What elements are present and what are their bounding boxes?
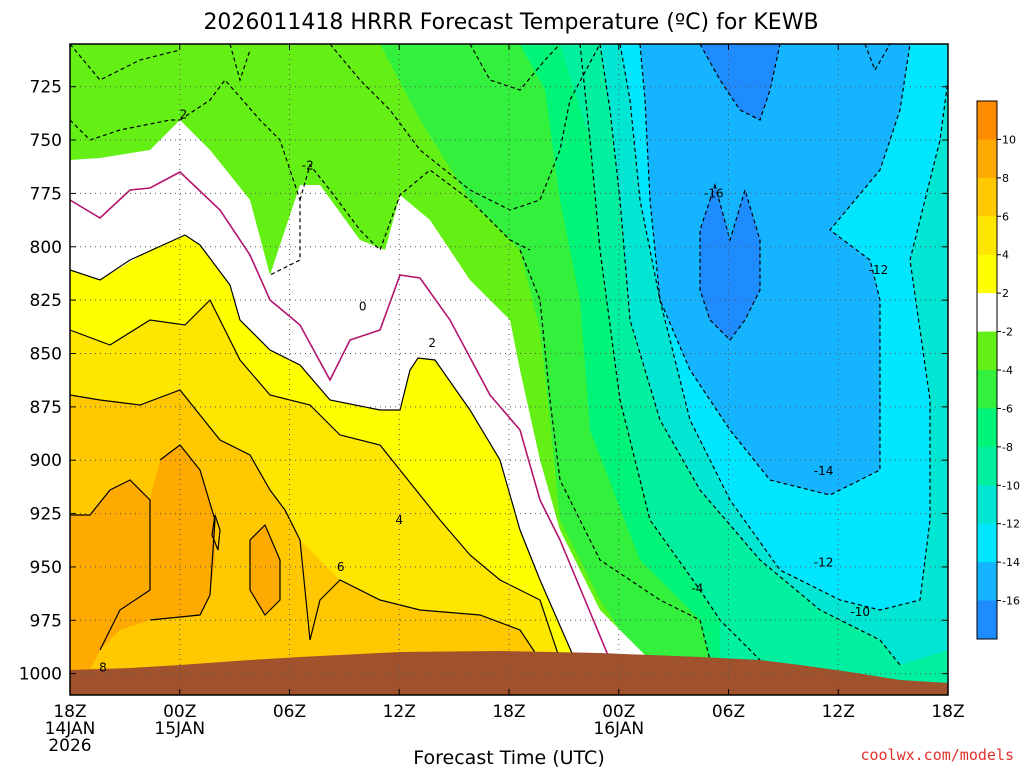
- colorbar-swatch: [977, 101, 997, 140]
- colorbar-swatch: [977, 446, 997, 486]
- contour-label: -14: [814, 464, 834, 478]
- x-tick-label: 18Z: [53, 702, 86, 722]
- colorbar-label: -16: [1002, 595, 1020, 608]
- x-axis-title: Forecast Time (UTC): [413, 747, 604, 768]
- x-tick-label: 06Z: [273, 702, 306, 722]
- x-tick-label: 18Z: [931, 702, 964, 722]
- colorbar-swatch: [977, 600, 997, 640]
- colorbar-label: -12: [1002, 518, 1020, 531]
- colorbar-label: -2: [1002, 326, 1013, 339]
- contour-plus-4: [70, 298, 561, 661]
- contour-label: 8: [99, 660, 107, 674]
- y-tick-label: 1000: [19, 665, 62, 685]
- contour-plus-8-c: [211, 514, 221, 551]
- y-tick-label: 850: [30, 344, 62, 364]
- x-tick-label: 00Z: [163, 702, 196, 722]
- colorbar-swatch: [977, 139, 997, 179]
- colorbar-swatch: [977, 408, 997, 448]
- colorbar-label: -8: [1002, 441, 1013, 454]
- contour-minus-14: [639, 44, 911, 496]
- chart-title: 2026011418 HRRR Forecast Temperature (ºC…: [203, 10, 818, 35]
- zero-contour: [70, 171, 611, 661]
- colorbar-swatch: [977, 177, 997, 217]
- colorbar-swatch: [977, 485, 997, 525]
- x-tick-label: 16JAN: [593, 719, 644, 739]
- x-tick-label: 00Z: [602, 702, 635, 722]
- credit-link[interactable]: coolwx.com/models: [860, 746, 1014, 764]
- x-tick-label: 12Z: [822, 702, 855, 722]
- y-tick-label: 750: [30, 131, 62, 151]
- contour-plus-8-b: [249, 523, 281, 616]
- colorbar-swatch: [977, 216, 997, 256]
- x-tick-label: 15JAN: [154, 719, 205, 739]
- y-tick-label: 975: [30, 611, 62, 631]
- y-tick-label: 725: [30, 78, 62, 98]
- y-axis: 725 750 775 800 825 850 875 900 925 950 975 1000: [19, 78, 948, 685]
- contour-label: 2: [428, 336, 436, 350]
- contour-labels: 2 -2 0 2 4 6 8 -16 -12 -14 -12 -10 -4: [99, 107, 888, 674]
- contour-minus-4: [70, 44, 601, 211]
- colorbar: 10 8 6 4 2 -2 -4 -6 -8 -10 -12 -14 -16: [976, 100, 1020, 640]
- contour-minus-12: [619, 44, 948, 611]
- contour-label: 2: [180, 107, 188, 121]
- contour-minus-16: [699, 182, 761, 341]
- y-tick-label: 925: [30, 505, 62, 525]
- colorbar-label: -6: [1002, 402, 1013, 415]
- contour-label: 4: [395, 513, 403, 527]
- colorbar-label: 10: [1002, 133, 1016, 146]
- y-tick-label: 950: [30, 558, 62, 578]
- contour-label: -16: [704, 186, 724, 200]
- fill-plus-8-b: [250, 525, 280, 615]
- colorbar-swatch: [977, 370, 997, 409]
- colorbar-label: -10: [1002, 479, 1020, 492]
- contour-label: -12: [814, 556, 834, 570]
- colorbar-label: 8: [1002, 172, 1009, 185]
- contour-label: -12: [869, 263, 889, 277]
- x-tick-label: 06Z: [712, 702, 745, 722]
- x-tick-label: 18Z: [492, 702, 525, 722]
- fill-plus-8: [70, 445, 215, 670]
- contour-plus-6: [70, 389, 541, 661]
- fill-minus-16-b: [700, 185, 760, 340]
- contour-minus-6: [469, 44, 720, 695]
- y-tick-label: 800: [30, 238, 62, 258]
- colorbar-label: 2: [1002, 287, 1009, 300]
- colorbar-swatch: [977, 293, 997, 333]
- contour-label: -4: [691, 581, 703, 595]
- colorbar-label: -14: [1002, 556, 1020, 569]
- temperature-fill: [70, 44, 948, 695]
- y-tick-label: 875: [30, 398, 62, 418]
- y-tick-label: 775: [30, 184, 62, 204]
- fill-minus-16: [700, 44, 780, 120]
- contour-label: -2: [302, 159, 314, 173]
- y-tick-label: 900: [30, 451, 62, 471]
- contour-minus-10: [599, 44, 901, 666]
- colorbar-swatch: [977, 254, 997, 294]
- x-tick-label: 2026: [48, 736, 91, 756]
- colorbar-swatch: [977, 523, 997, 563]
- contour-lines: [70, 44, 948, 695]
- contour-label: 6: [337, 560, 345, 574]
- x-tick-label: 12Z: [383, 702, 416, 722]
- x-tick-label: 14JAN: [45, 719, 96, 739]
- colorbar-swatch: [977, 562, 997, 602]
- y-tick-label: 825: [30, 291, 62, 311]
- fill-minus-14: [640, 44, 910, 495]
- colorbar-label: 4: [1002, 249, 1009, 262]
- colorbar-label: 6: [1002, 210, 1009, 223]
- contour-label: -10: [850, 605, 870, 619]
- contour-label: 0: [359, 300, 367, 314]
- contour-minus-2: [70, 79, 531, 276]
- grid-lines: [70, 44, 948, 695]
- colorbar-label: -4: [1002, 364, 1013, 377]
- contour-minus-14-b: [864, 44, 891, 72]
- colorbar-swatch: [977, 331, 997, 371]
- contour-plus-2: [70, 234, 576, 661]
